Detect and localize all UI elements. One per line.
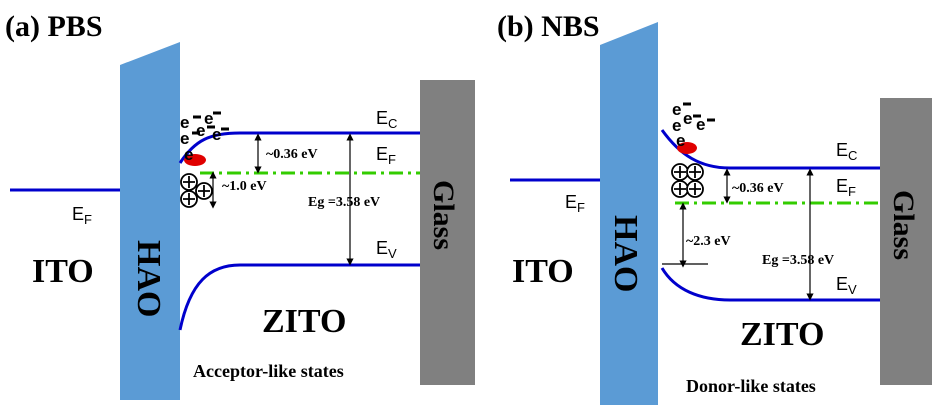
electrons: e e e e e e [180,109,229,164]
ef-label: EF [376,144,396,167]
insulator-label: HAO [607,215,644,292]
electron: e [683,109,692,128]
gap-label: ~0.36 eV [266,147,318,162]
substrate-label: Glass [887,190,920,260]
holes [672,164,703,197]
left-material-label: ITO [32,253,94,290]
eg-label: Eg =3.58 eV [762,253,834,268]
ec-label: EC [836,140,857,163]
gap-label: ~0.36 eV [732,181,784,196]
hao-layer [600,22,658,405]
semiconductor-label: ZITO [262,303,346,340]
panel-a: (a) PBS HAO Glass ITO ZITO Acceptor-like… [5,10,475,400]
panel-b: (b) NBS HAO Glass ITO ZITO Donor-like st… [497,10,932,405]
ev-label: EV [836,274,857,297]
ec-label: EC [376,108,397,131]
insulator-label: HAO [130,240,167,317]
ev-label: EV [376,238,397,261]
substrate-label: Glass [427,180,460,250]
electrons: e e e e e [672,100,715,150]
panel-title: (b) NBS [497,10,600,43]
ef-left-label: EF [72,204,92,227]
panel-title: (a) PBS [5,10,103,43]
states-label: Acceptor-like states [193,361,344,381]
holes [181,174,212,207]
hao-layer [120,42,180,400]
gap-label: ~2.3 eV [686,234,731,249]
electron: e [696,115,705,134]
ef-label: EF [836,176,856,199]
left-material-label: ITO [512,253,574,290]
ef-left-label: EF [565,192,585,215]
semiconductor-label: ZITO [740,316,824,353]
electron: e [676,131,685,150]
gap-label: ~1.0 eV [222,179,267,194]
eg-label: Eg =3.58 eV [308,195,380,210]
states-label: Donor-like states [686,376,816,396]
band-diagram: (a) PBS HAO Glass ITO ZITO Acceptor-like… [0,0,932,405]
electron: e [184,145,193,164]
